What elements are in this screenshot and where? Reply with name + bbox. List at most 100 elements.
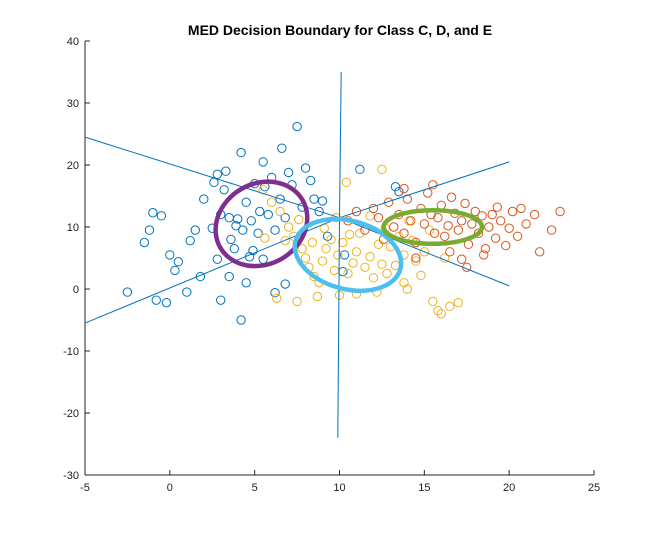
class-d-point	[275, 206, 285, 217]
class-e-point	[507, 206, 518, 217]
class-d-point	[419, 247, 430, 257]
x-tick-label: 25	[588, 482, 600, 494]
class-e-point	[535, 247, 545, 257]
class-c-point	[280, 279, 290, 289]
class-c-point	[270, 225, 280, 235]
class-c-point	[156, 211, 167, 221]
class-e-point	[479, 250, 489, 260]
decision-boundary-line	[339, 217, 510, 287]
class-c-point	[355, 164, 365, 175]
class-d-point	[341, 177, 351, 188]
class-e-point	[373, 213, 384, 223]
class-e-point	[473, 228, 484, 238]
class-c-point	[216, 295, 226, 305]
class-c-point	[182, 287, 192, 297]
class-c-point	[241, 197, 251, 207]
class-d-point	[428, 296, 438, 307]
class-c-point	[305, 175, 316, 186]
class-e-point	[406, 216, 416, 226]
class-e-point	[446, 192, 457, 202]
class-e-point	[384, 197, 394, 207]
class-d-point	[365, 252, 375, 262]
class-d-point	[272, 293, 282, 303]
class-c-point	[170, 265, 180, 276]
class-d-point	[260, 233, 270, 243]
class-e-point	[501, 240, 511, 251]
x-tick-label: 10	[333, 482, 345, 494]
y-tick-label: 30	[67, 98, 79, 110]
class-d-point	[416, 270, 426, 281]
class-e-point	[445, 247, 455, 257]
class-d-point	[445, 301, 455, 312]
class-c-point	[229, 244, 240, 254]
class-d-point	[355, 228, 365, 238]
class-c-point	[238, 225, 248, 235]
class-e-point	[419, 219, 430, 229]
class-e-point	[399, 228, 409, 238]
class-d-point	[377, 259, 387, 269]
y-tick-label: 0	[73, 284, 79, 296]
class-d-point	[280, 235, 290, 246]
class-d-point	[334, 290, 345, 300]
class-c-point	[314, 206, 324, 217]
class-c-point	[255, 206, 265, 217]
class-d-point	[348, 258, 358, 268]
class-d-point	[297, 244, 307, 254]
class-c-point	[253, 228, 263, 238]
class-d-point	[373, 239, 384, 250]
class-d-point	[333, 250, 343, 260]
class-d-point	[424, 225, 435, 235]
class-c-point	[317, 196, 328, 206]
class-c-point	[258, 157, 268, 167]
ellipse-c	[213, 179, 310, 269]
class-d-point	[312, 291, 323, 302]
class-c-point	[165, 250, 175, 260]
x-tick-label: 15	[418, 482, 430, 494]
class-d-point	[294, 214, 304, 225]
class-d-point	[436, 309, 446, 319]
decision-boundary-line	[339, 161, 510, 219]
class-d-point	[266, 197, 277, 207]
class-e-point	[516, 203, 526, 214]
class-d-point	[382, 268, 392, 279]
class-c-point	[144, 225, 155, 235]
class-e-point	[428, 180, 438, 190]
class-d-point	[351, 247, 362, 257]
decision-boundary-line	[84, 136, 340, 219]
class-c-point	[199, 194, 209, 204]
class-d-point	[399, 278, 409, 288]
x-tick-label: 5	[252, 482, 258, 494]
decision-boundary-line	[337, 217, 340, 438]
x-tick-label: -5	[80, 482, 90, 494]
decision-boundary-line	[339, 71, 342, 218]
class-e-point	[389, 222, 399, 232]
class-c-point	[241, 278, 251, 288]
class-c-point	[277, 143, 287, 153]
class-e-point	[456, 254, 467, 264]
class-c-point	[221, 166, 231, 176]
class-e-point	[490, 233, 501, 243]
y-tick-label: -30	[63, 470, 79, 482]
class-e-point	[456, 216, 467, 226]
class-d-point	[317, 256, 328, 266]
class-d-point	[321, 244, 331, 254]
class-d-point	[292, 296, 302, 307]
class-c-point	[280, 213, 290, 223]
class-c-point	[275, 194, 285, 204]
class-e-point	[555, 206, 565, 217]
class-c-point	[161, 297, 172, 308]
class-e-point	[521, 219, 531, 229]
class-e-point	[480, 244, 491, 254]
class-d-point	[300, 253, 311, 263]
ellipse-d	[292, 216, 404, 293]
class-c-point	[219, 185, 229, 195]
y-tick-label: -10	[63, 346, 79, 358]
class-e-point	[433, 213, 443, 223]
class-d-point	[338, 237, 348, 248]
x-tick-label: 20	[503, 482, 515, 494]
class-d-point	[307, 237, 318, 248]
class-c-point	[248, 245, 258, 256]
class-e-point	[512, 231, 523, 242]
